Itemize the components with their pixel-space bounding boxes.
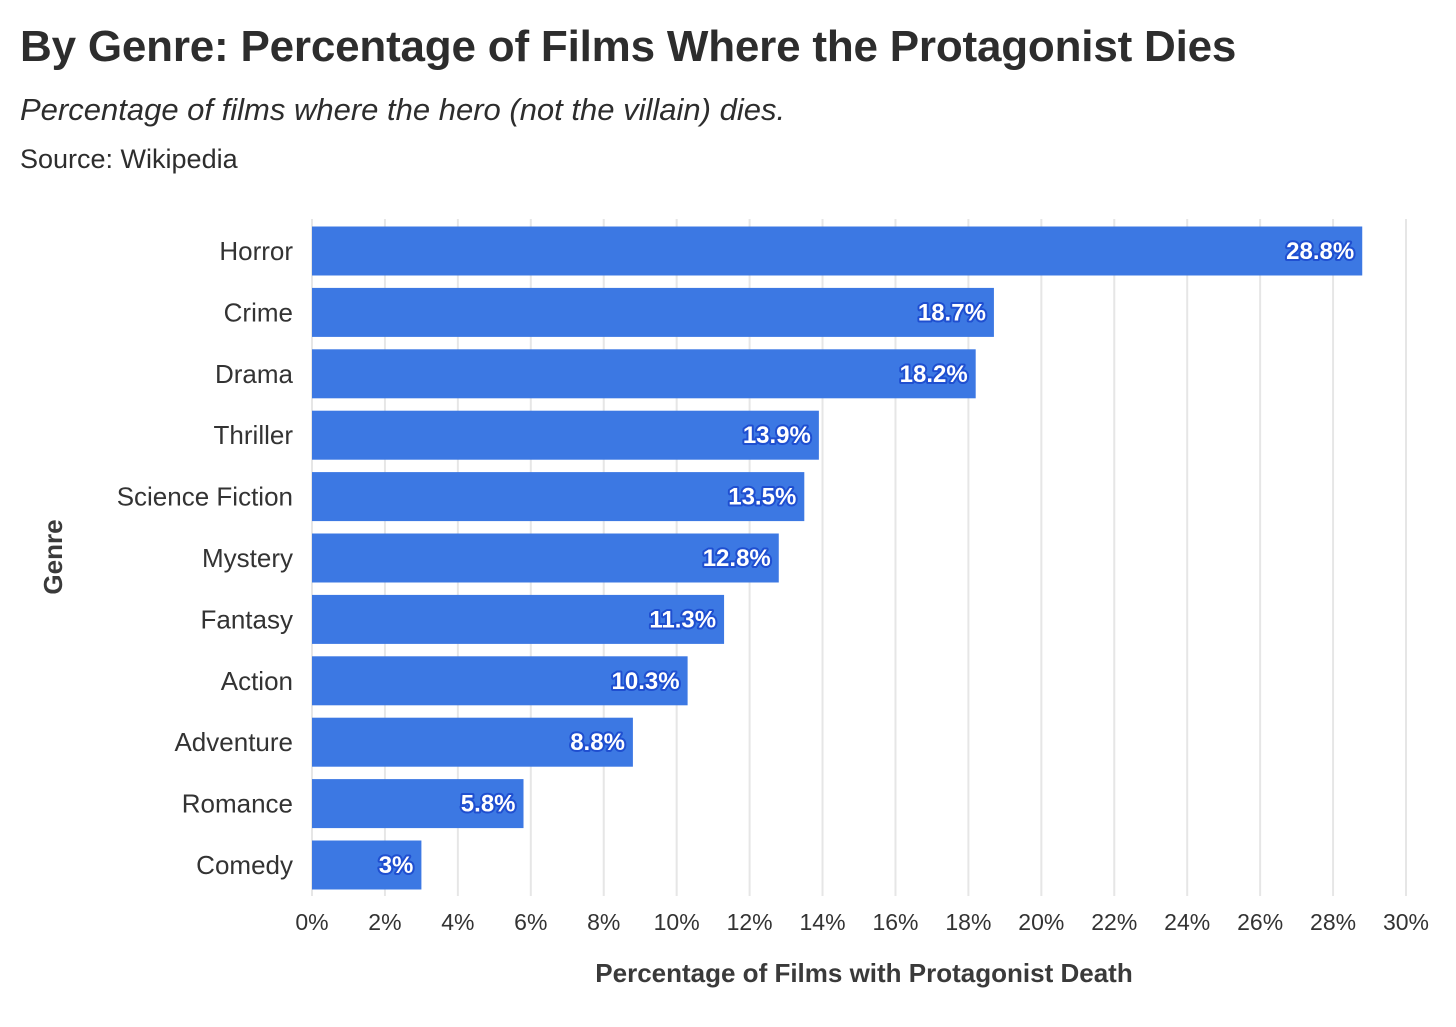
category-label: Science Fiction <box>117 482 293 512</box>
chart-title: By Genre: Percentage of Films Where the … <box>20 22 1237 71</box>
x-tick-label: 4% <box>441 909 474 935</box>
data-label: 28.8% <box>1286 238 1354 265</box>
x-tick-label: 30% <box>1383 909 1429 935</box>
category-label: Adventure <box>174 727 293 757</box>
category-label: Drama <box>215 359 294 389</box>
category-label: Crime <box>224 297 293 327</box>
data-label: 8.8% <box>570 729 625 756</box>
data-label: 10.3% <box>612 668 680 695</box>
x-tick-label: 10% <box>654 909 700 935</box>
data-label: 12.8% <box>703 545 771 572</box>
y-axis-categories: Horror Crime Drama Thriller Science Fiction M… <box>117 236 294 880</box>
bar <box>312 779 524 829</box>
data-label: 13.9% <box>743 422 811 449</box>
x-tick-label: 20% <box>1018 909 1064 935</box>
data-label: 5.8% <box>461 791 516 818</box>
bar <box>312 472 805 522</box>
x-tick-label: 24% <box>1164 909 1210 935</box>
x-tick-label: 28% <box>1310 909 1356 935</box>
bar <box>312 594 725 644</box>
category-label: Fantasy <box>201 604 294 634</box>
x-tick-label: 8% <box>587 909 620 935</box>
x-axis-ticks: 0% 2% 4% 6% 8% 10% 12% 14% 16% 18% 20% 22% 24% 26% 28%… <box>295 909 1429 935</box>
category-label: Mystery <box>202 543 293 573</box>
x-tick-label: 16% <box>872 909 918 935</box>
bar <box>312 410 819 460</box>
category-label: Romance <box>182 789 293 819</box>
bar <box>312 226 1363 276</box>
bar <box>312 840 422 890</box>
bar <box>312 533 779 583</box>
bars: 28.8% 18.7% 18.2% 13.9% 13.5% 12.8% 11.3% 10.3%… <box>312 226 1363 890</box>
x-tick-label: 2% <box>368 909 401 935</box>
data-label: 18.7% <box>918 299 986 326</box>
bar <box>312 656 688 706</box>
data-label: 18.2% <box>900 361 968 388</box>
bar <box>312 287 994 337</box>
x-tick-label: 6% <box>514 909 547 935</box>
x-tick-label: 18% <box>945 909 991 935</box>
x-tick-label: 12% <box>727 909 773 935</box>
y-axis-title: Genre <box>38 519 68 594</box>
data-label: 13.5% <box>728 484 796 511</box>
category-label: Horror <box>219 236 293 266</box>
category-label: Comedy <box>196 850 293 880</box>
x-tick-label: 14% <box>800 909 846 935</box>
category-label: Action <box>221 666 293 696</box>
x-tick-label: 0% <box>295 909 328 935</box>
data-label: 3% <box>379 852 414 879</box>
x-tick-label: 22% <box>1091 909 1137 935</box>
chart-source: Source: Wikipedia <box>20 144 238 174</box>
category-label: Thriller <box>214 420 294 450</box>
data-label: 11.3% <box>649 606 716 633</box>
chart-subtitle: Percentage of films where the hero (not … <box>20 92 786 127</box>
bar <box>312 349 976 399</box>
x-tick-label: 26% <box>1237 909 1283 935</box>
bar <box>312 717 633 767</box>
x-axis-title: Percentage of Films with Protagonist Dea… <box>595 958 1132 988</box>
